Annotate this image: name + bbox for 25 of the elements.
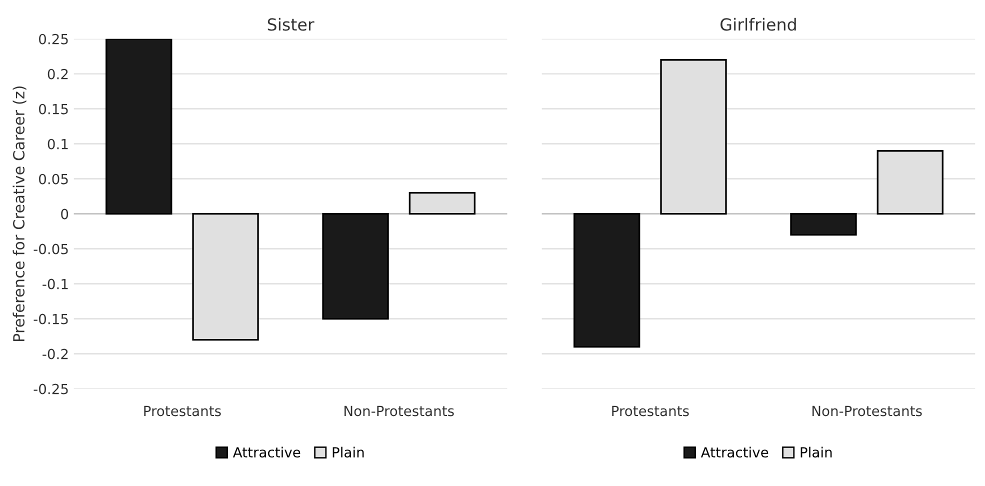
y-tick-label: 0.2	[48, 68, 68, 80]
x-tick-label: Protestants	[144, 406, 221, 416]
y-tick-label: -0.2	[42, 348, 68, 360]
y-tick-label: 0	[61, 208, 68, 220]
y-tick-label: 0.25	[39, 34, 68, 44]
bar	[322, 213, 389, 320]
y-tick-label: 0.15	[39, 104, 68, 114]
y-tick-label: -0.1	[42, 278, 68, 290]
legend-label: Attractive	[700, 446, 768, 458]
y-tick-label: -0.25	[34, 384, 68, 394]
y-axis-title: Preference for Creative Career (z)	[12, 86, 26, 342]
bar	[106, 38, 172, 215]
legend-label: Attractive	[232, 446, 300, 458]
chart-title: Girlfriend	[720, 18, 796, 31]
bar	[408, 192, 476, 215]
y-tick-label: 0.1	[48, 138, 68, 150]
x-tick-label: Non-Protestants	[344, 406, 454, 416]
chart-title: Sister	[268, 18, 314, 31]
y-tick-label: -0.15	[34, 314, 68, 324]
x-tick-label: Non-Protestants	[812, 406, 922, 416]
x-tick-label: Protestants	[612, 406, 689, 416]
legend-label: Plain	[800, 446, 832, 458]
y-tick-label: 0.05	[39, 174, 68, 184]
legend-label: Plain	[332, 446, 364, 458]
y-tick-label: -0.05	[34, 244, 68, 254]
